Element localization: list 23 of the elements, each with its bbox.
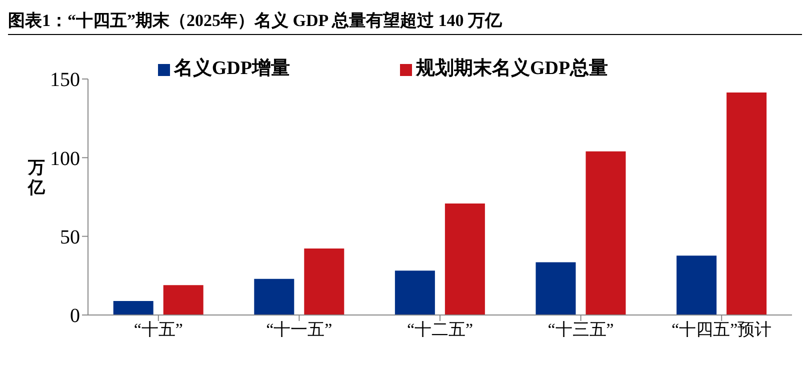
bar <box>304 248 344 315</box>
bar <box>536 262 576 315</box>
x-tick-label: “十三五” <box>548 320 614 340</box>
bar <box>394 270 435 315</box>
bar <box>444 203 485 315</box>
bar <box>113 300 154 315</box>
bar <box>676 256 717 315</box>
chart-title: 图表1：“十四五”期末（2025年）名义 GDP 总量有望超过 140 万亿 <box>8 8 802 35</box>
x-tick-label: “十五” <box>134 320 183 340</box>
y-tick-label: 0 <box>70 305 80 328</box>
y-tick-label: 100 <box>50 148 80 170</box>
x-tick-label: “十四五”预计 <box>672 320 772 340</box>
legend-label: 规划期末名义GDP总量 <box>416 58 608 79</box>
legend-label: 名义GDP增量 <box>174 58 290 79</box>
bar <box>254 278 294 315</box>
x-tick-label: “十一五” <box>266 320 332 340</box>
y-tick-label: 150 <box>50 69 80 92</box>
bar <box>586 151 626 315</box>
bar <box>163 285 204 315</box>
bar <box>726 92 767 315</box>
y-axis-title: 万亿 <box>28 158 46 198</box>
y-tick-label: 50 <box>60 226 80 248</box>
x-tick-label: “十二五” <box>406 320 474 340</box>
